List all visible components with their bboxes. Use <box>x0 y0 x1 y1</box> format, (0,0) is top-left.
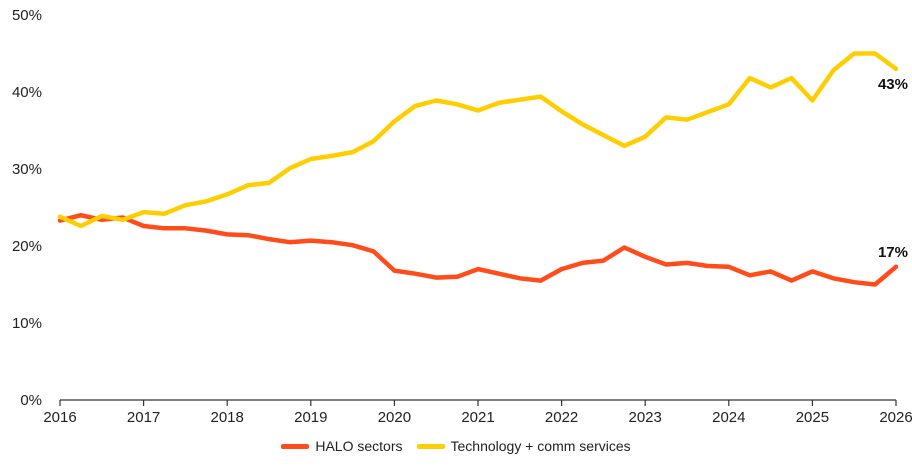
x-tick-label: 2019 <box>294 409 327 426</box>
series-line-tech <box>57 51 899 229</box>
x-tick-label: 2023 <box>629 409 662 426</box>
legend-item-halo: HALO sectors <box>281 438 403 454</box>
legend-swatch-tech <box>416 443 445 449</box>
x-tick-label: 2017 <box>127 409 160 426</box>
y-tick-label: 0% <box>20 392 42 409</box>
y-tick-label: 10% <box>12 315 42 332</box>
legend-label-tech: Technology + comm services <box>450 438 631 454</box>
y-tick-label: 40% <box>12 84 42 101</box>
legend-label-halo: HALO sectors <box>315 438 403 454</box>
series-line-halo <box>57 212 899 287</box>
end-labels: 17% 43% <box>878 76 908 261</box>
y-tick-label: 50% <box>12 7 42 24</box>
x-tick-label: 2021 <box>461 409 494 426</box>
x-tick-label: 2020 <box>378 409 411 426</box>
y-tick-label: 30% <box>12 161 42 178</box>
legend: HALO sectors Technology + comm services <box>0 438 912 454</box>
end-label-tech: 43% <box>878 76 908 93</box>
x-tick-label: 2025 <box>796 409 829 426</box>
x-tick-label: 2018 <box>211 409 244 426</box>
x-tick-label: 2022 <box>545 409 578 426</box>
x-axis: 2016 2017 2018 2019 2020 2021 2022 2023 2024 2025… <box>43 399 912 426</box>
x-tick-label: 2026 <box>879 409 912 426</box>
x-tick-label: 2016 <box>43 409 76 426</box>
series-lines <box>57 51 899 287</box>
y-axis-labels: 0% 10% 20% 30% 40% 50% <box>12 7 42 409</box>
legend-swatch-halo <box>281 443 310 449</box>
end-label-halo: 17% <box>878 244 908 261</box>
legend-item-tech: Technology + comm services <box>416 438 631 454</box>
x-tick-label: 2024 <box>712 409 745 426</box>
y-tick-label: 20% <box>12 238 42 255</box>
